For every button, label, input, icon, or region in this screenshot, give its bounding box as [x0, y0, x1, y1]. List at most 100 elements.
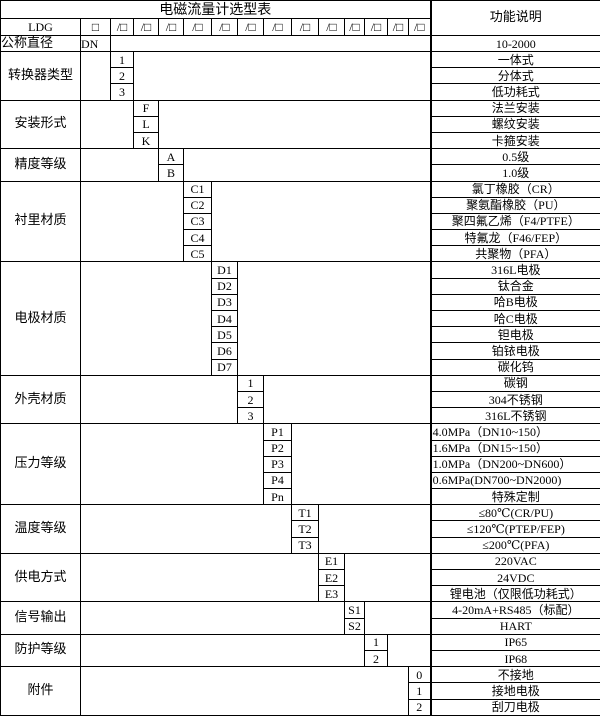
model-slot: /□	[344, 18, 365, 36]
table-row: 温度等级 T1 ≤80℃(CR/PU)	[0, 504, 600, 554]
section-label: 安装形式	[0, 99, 81, 150]
option-function: 分体式	[429, 67, 600, 85]
option-function: HART	[429, 617, 600, 635]
option-function: 316L电极	[429, 261, 600, 279]
table-row: 电极材质 D1 316L电极	[0, 261, 600, 376]
nominal-diameter-code: DN	[80, 35, 111, 52]
blank-cell	[80, 51, 111, 101]
option-function: 聚氨酯橡胶（PU）	[429, 196, 600, 214]
model-slot: /□	[158, 18, 184, 36]
option-code: D7	[211, 358, 238, 376]
option-code: K	[133, 131, 159, 150]
model-slot: /□	[407, 18, 432, 36]
model-slot: /□	[364, 18, 388, 36]
table-row: 安装形式 F 法兰安装	[0, 99, 600, 150]
blank-cell	[210, 180, 432, 263]
blank-cell	[182, 148, 432, 182]
option-function: 哈B电极	[429, 293, 600, 312]
blank-cell	[109, 35, 432, 52]
section-label: 信号输出	[0, 601, 81, 635]
blank-cell	[363, 601, 432, 635]
table-row: C5 共聚物（PFA）	[1, 245, 600, 263]
table-row: E3 锂电池（仅限低功耗式）	[1, 585, 600, 603]
option-code: 3	[110, 83, 134, 101]
table-row: C2 聚氨酯橡胶（PU）	[1, 196, 600, 214]
model-slot: /□	[237, 18, 264, 36]
option-code: S2	[344, 617, 365, 635]
table-row: 信号输出 S1 4-20mA+RS485（标配）	[0, 601, 600, 635]
option-code: C3	[183, 212, 212, 231]
option-code: P3	[263, 455, 292, 473]
option-code: 2	[237, 390, 264, 409]
option-function: 一体式	[429, 50, 600, 69]
section-label: 供电方式	[0, 552, 81, 603]
table-row: P4 0.6MPa(DN700~DN2000)	[1, 471, 600, 490]
model-slot: /□	[318, 18, 345, 36]
option-code: 2	[364, 649, 388, 668]
blank-cell	[132, 51, 432, 101]
section-label: 精度等级	[0, 148, 81, 182]
table-row: 压力等级 P1 4.0MPa（DN10~150）	[0, 423, 600, 506]
model-slot: /□	[110, 18, 134, 36]
option-code: D2	[211, 277, 238, 295]
option-code: 0	[407, 666, 432, 684]
section-label: 压力等级	[0, 423, 81, 506]
blank-cell	[343, 552, 432, 603]
table-row: B 1.0级	[1, 164, 600, 182]
option-code: T1	[291, 504, 319, 522]
model-slot: /□	[183, 18, 212, 36]
model-slot: □	[80, 18, 111, 36]
section-label: 附件	[0, 666, 81, 716]
option-code: Pn	[263, 488, 292, 506]
nominal-diameter-label: 公称直径	[0, 35, 81, 52]
option-code: P4	[263, 471, 292, 490]
option-code: E2	[318, 568, 345, 587]
table-row: K 卡箍安装	[1, 131, 600, 150]
option-function: 304不锈钢	[429, 390, 600, 409]
blank-cell	[80, 504, 292, 554]
blank-cell	[262, 374, 432, 425]
blank-cell	[236, 261, 432, 376]
option-function: 不接地	[429, 666, 600, 684]
blank-cell	[290, 423, 432, 506]
option-function: ≤80℃(CR/PU)	[429, 504, 600, 522]
model-slot: /□	[263, 18, 292, 36]
table-row: 3 316L不锈钢	[1, 407, 600, 425]
model-slot: /□	[133, 18, 159, 36]
table-row: 供电方式 E1 220VAC	[0, 552, 600, 603]
table-row: 精度等级 A 0.5级	[0, 148, 600, 182]
option-function: 螺纹安装	[429, 115, 600, 133]
option-function: 316L不锈钢	[429, 407, 600, 425]
option-function: IP65	[429, 633, 600, 651]
option-function: 1.0MPa（DN200~DN600）	[429, 455, 600, 473]
option-code: 2	[110, 67, 134, 85]
blank-cell	[386, 633, 432, 668]
option-function: 4.0MPa（DN10~150）	[429, 423, 600, 441]
table-row: S2 HART	[1, 617, 600, 635]
option-function: 碳化钨	[429, 358, 600, 376]
option-code: 2	[407, 698, 432, 716]
section-label: 防护等级	[0, 633, 81, 668]
option-code: C2	[183, 196, 212, 214]
option-code: D1	[211, 261, 238, 279]
option-function: 共聚物（PFA）	[429, 245, 600, 263]
option-function: 铂铱电极	[429, 342, 600, 360]
nominal-diameter-function: 10-2000	[429, 35, 600, 52]
table-row: C3 聚四氟乙烯（F4/PTFE）	[1, 212, 600, 231]
section-label: 温度等级	[0, 504, 81, 554]
blank-cell	[80, 552, 319, 603]
option-function: 氯丁橡胶（CR）	[429, 180, 600, 198]
table-row: 防护等级 1 IP65	[0, 633, 600, 668]
table-row: Pn 特殊定制	[1, 488, 600, 506]
option-function: 0.5级	[429, 148, 600, 166]
blank-cell	[80, 180, 184, 263]
table-title: 电磁流量计选型表	[0, 0, 432, 19]
blank-cell	[80, 633, 365, 668]
option-code: D5	[211, 326, 238, 344]
option-code: P1	[263, 423, 292, 441]
option-code: A	[158, 148, 184, 166]
option-function: ≤120℃(PTEP/FEP)	[429, 520, 600, 538]
table-row: 外壳材质 1 碳钢	[0, 374, 600, 425]
option-function: 刮刀电极	[429, 698, 600, 716]
